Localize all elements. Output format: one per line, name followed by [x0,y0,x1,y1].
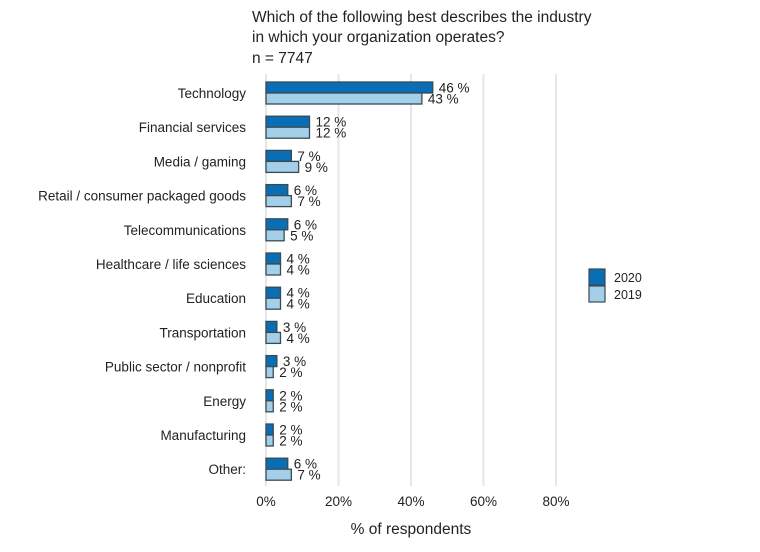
data-label-2020: 2 % [279,423,302,438]
data-label-2020: 12 % [316,115,347,130]
data-label-2019: 2 % [279,434,302,449]
bar-2020-9 [265,389,274,402]
data-label-2020: 6 % [294,217,317,232]
x-axis: 0% 20% 40% 60% 80% % of respondents [256,494,569,538]
data-label-2019: 4 % [287,331,310,346]
data-label-2019: 2 % [279,399,302,414]
gridlines [265,74,557,486]
x-tick-label: 40% [397,494,424,509]
legend-label-2019: 2019 [614,288,642,302]
category-label: Energy [203,394,246,409]
bar-2020-4 [265,218,289,231]
bar-2020-6 [265,286,282,299]
bar-2019-4 [265,229,285,242]
category-label: Public sector / nonprofit [105,360,246,375]
data-label-2019: 7 % [297,468,320,483]
category-label: Retail / consumer packaged goods [38,189,246,204]
bar-2020-3 [265,183,289,197]
data-label-2020: 6 % [294,457,317,472]
bar-2020-10 [265,423,274,436]
bar-2019-6 [265,297,282,310]
bar-2019-5 [265,263,282,276]
data-label-2020: 46 % [439,81,470,96]
legend-label-2020: 2020 [614,271,642,285]
bar-2019-10 [265,434,274,447]
chart-subtitle: n = 7747 [252,50,313,67]
data-label-2019: 43 % [428,92,459,107]
category-label: Healthcare / life sciences [96,257,246,272]
bar-2019-9 [265,400,274,413]
data-label-2020: 7 % [297,149,320,164]
legend-swatch-2019 [588,285,606,303]
bar-2020-2 [265,149,293,163]
data-label-2020: 6 % [294,183,317,198]
data-label-2019: 12 % [316,126,347,141]
data-label-2019: 4 % [287,263,310,278]
bar-2020-7 [265,320,278,334]
bar-2019-7 [265,331,282,345]
data-label-2019: 5 % [290,228,313,243]
bar-2019-0 [265,92,423,105]
data-label-2020: 3 % [283,354,306,369]
bar-2019-11 [265,468,293,481]
bar-2019-1 [265,126,311,139]
data-label-2019: 9 % [305,160,328,175]
bar-2020-5 [265,252,282,265]
labels: Technology 46 %43 % Financial services 12 %… [38,81,469,483]
category-label: Transportation [159,325,246,340]
bar-2019-2 [265,160,300,174]
chart-title-line-1: Which of the following best describes th… [252,9,592,26]
category-label: Manufacturing [160,428,246,443]
category-label: Media / gaming [154,154,246,169]
bars [265,81,434,481]
legend: 2020 2019 [588,268,642,303]
chart-title-line-2: in which your organization operates? [252,29,505,46]
category-label: Telecommunications [124,223,247,238]
x-tick-label: 0% [256,494,276,509]
category-label: Other: [208,462,246,477]
legend-swatch-2020 [588,268,606,286]
data-label-2019: 4 % [287,297,310,312]
x-tick-label: 20% [325,494,352,509]
x-tick-label: 80% [542,494,569,509]
bar-2020-11 [265,457,289,470]
data-label-2020: 3 % [283,320,306,335]
data-label-2019: 7 % [297,194,320,209]
category-label: Technology [178,86,247,101]
bar-2020-8 [265,354,278,368]
bar-2019-3 [265,194,293,208]
category-label: Education [186,291,246,306]
x-tick-label: 60% [470,494,497,509]
bar-2020-1 [265,115,311,128]
bar-2020-0 [265,81,434,94]
data-label-2020: 2 % [279,388,302,403]
data-label-2020: 4 % [287,252,310,267]
data-label-2020: 4 % [287,286,310,301]
category-label: Financial services [139,120,247,135]
data-label-2019: 2 % [279,365,302,380]
x-axis-title: % of respondents [351,521,472,538]
bar-2019-8 [265,365,274,379]
